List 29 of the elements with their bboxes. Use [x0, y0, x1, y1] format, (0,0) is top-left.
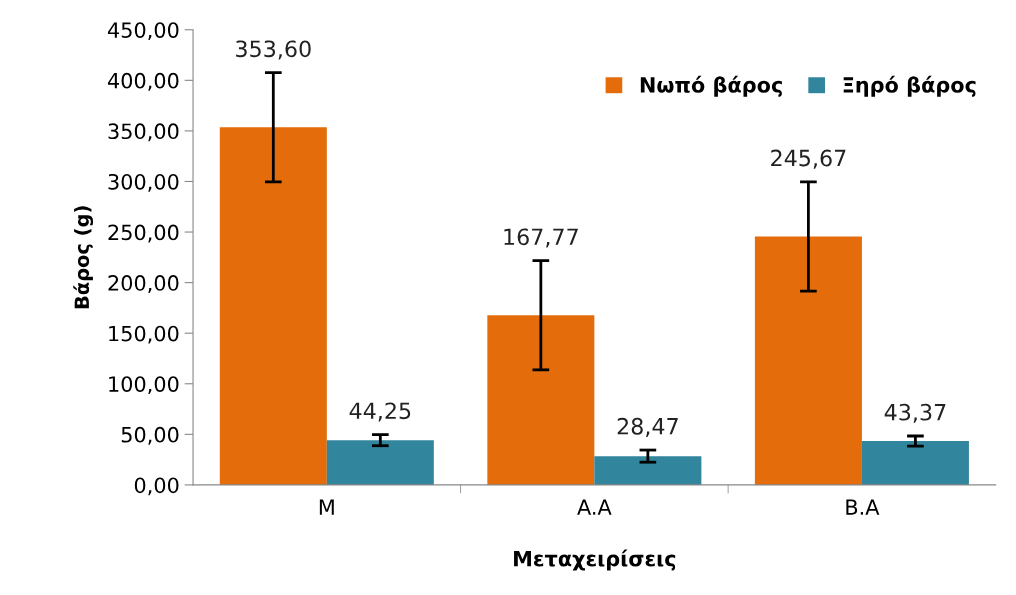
legend-label: Νωπό βάρος: [640, 75, 782, 97]
text: 28,47: [617, 417, 678, 437]
y-tick-label: 50,00: [121, 426, 179, 445]
legend-label: Ξηρό βάρος: [843, 75, 976, 97]
bar: [326, 440, 434, 485]
x-axis-title: Μεταχειρίσεις: [514, 549, 676, 571]
bar: [487, 315, 595, 485]
y-tick-label: 400,00: [107, 72, 179, 91]
bar: [594, 456, 702, 485]
y-axis-title: Βάρος (g): [73, 206, 94, 309]
y-tick-label: 250,00: [108, 224, 179, 243]
bar: [861, 441, 969, 485]
text: 167,77: [504, 228, 578, 248]
text: 353,60: [236, 40, 311, 60]
x-tick-label: A.A: [577, 499, 612, 515]
bar: [219, 127, 327, 485]
y-tick-label: 450,00: [107, 22, 179, 41]
y-tick-label: 100,00: [109, 376, 179, 395]
text: 245,67: [771, 149, 846, 169]
y-tick-label: 200,00: [108, 275, 179, 293]
bar: [754, 236, 862, 485]
text: 44,25: [349, 402, 411, 422]
x-tick-label: M: [319, 499, 334, 515]
y-tick-label: 300,00: [108, 173, 179, 192]
y-tick-label: 350,00: [108, 123, 179, 142]
y-tick-label: 0,00: [134, 477, 179, 496]
y-tick-label: 150,00: [109, 325, 179, 344]
text: 43,37: [884, 403, 946, 423]
x-tick-label: B.A: [846, 499, 880, 515]
